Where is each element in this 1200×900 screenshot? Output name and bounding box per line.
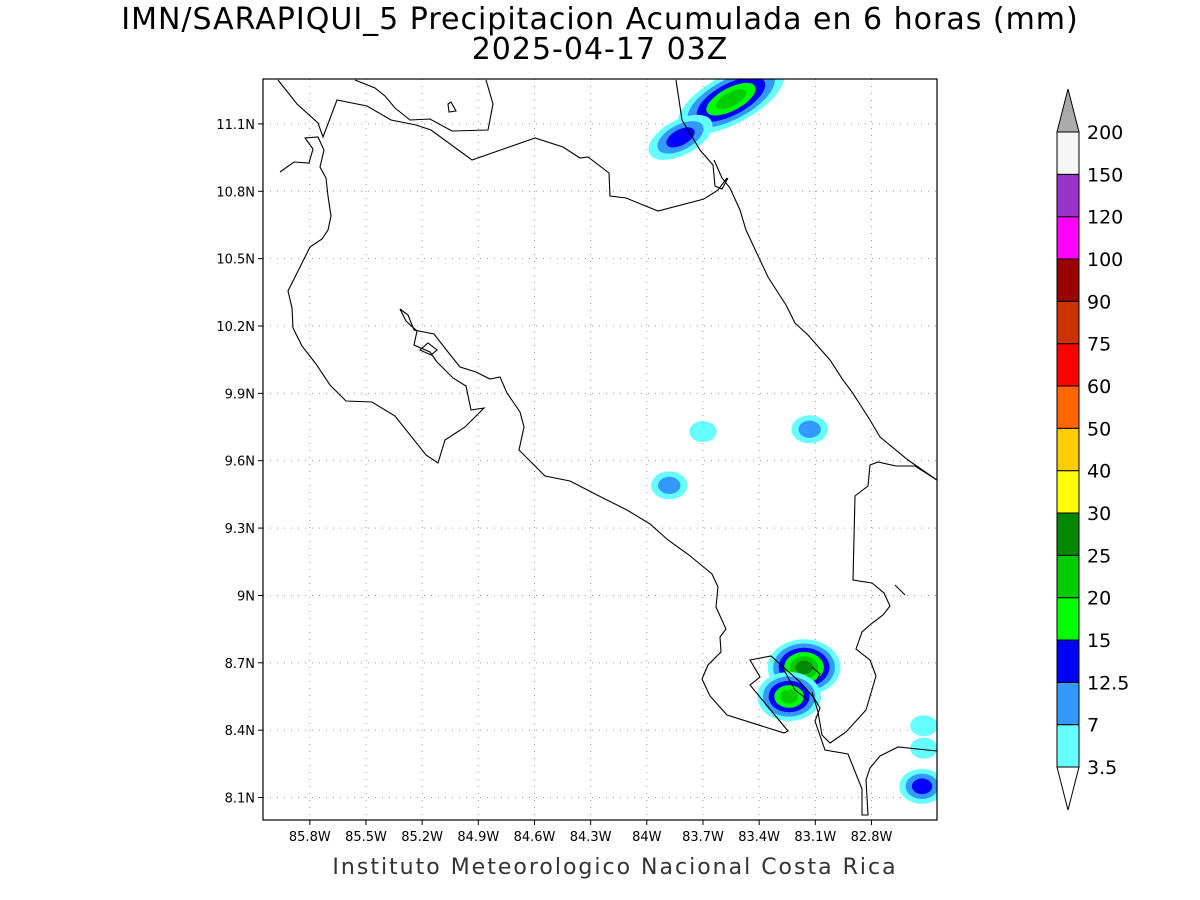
rain-cell bbox=[689, 421, 717, 443]
colorbar-swatch bbox=[1056, 258, 1080, 302]
x-tick-label: 85.8W bbox=[289, 830, 331, 845]
x-tick-label: 83.7W bbox=[682, 830, 724, 845]
coastline-borders bbox=[277, 79, 937, 816]
colorbar-swatch bbox=[1056, 681, 1080, 726]
colorbar-swatch bbox=[1056, 597, 1080, 641]
colorbar-swatch bbox=[1056, 512, 1080, 556]
rain-cell bbox=[648, 114, 713, 160]
rain-contour bbox=[658, 476, 681, 495]
x-tick-label: 84W bbox=[632, 830, 662, 845]
rain-cell bbox=[651, 471, 688, 500]
y-tick-label: 10.2N bbox=[216, 320, 255, 335]
y-tick-label: 10.8N bbox=[216, 185, 255, 200]
map-frame bbox=[262, 78, 938, 821]
rain-contour bbox=[798, 420, 821, 438]
rain-cell bbox=[791, 415, 828, 444]
y-tick-label: 9N bbox=[237, 589, 255, 604]
colorbar-label: 7 bbox=[1087, 715, 1099, 737]
x-tick-label: 84.9W bbox=[457, 830, 499, 845]
map-axis-ticks: 85.8W 85.5W 85.2W 84.9W 84.6W 84.3W 84W 83.7W 83… bbox=[216, 118, 892, 845]
colorbar-swatch bbox=[1056, 300, 1080, 345]
colorbar-label: 30 bbox=[1087, 503, 1111, 525]
colorbar-label: 120 bbox=[1087, 207, 1123, 229]
colorbar-label: 20 bbox=[1087, 588, 1111, 610]
colorbar-label: 40 bbox=[1087, 461, 1111, 483]
rain-cell bbox=[757, 672, 821, 721]
y-tick-label: 9.3N bbox=[225, 522, 255, 537]
rain-cell bbox=[910, 715, 937, 737]
colorbar-label: 90 bbox=[1087, 291, 1111, 313]
colorbar-under-arrow bbox=[1056, 766, 1080, 811]
colorbar-label: 3.5 bbox=[1087, 757, 1117, 779]
colorbar-swatch bbox=[1056, 385, 1080, 429]
credit-line: Instituto Meteorologico Nacional Costa R… bbox=[332, 855, 898, 880]
colorbar-swatch bbox=[1056, 724, 1080, 768]
colorbar-swatch bbox=[1056, 173, 1080, 218]
colorbar-label: 60 bbox=[1087, 376, 1111, 398]
colorbar-label: 25 bbox=[1087, 545, 1111, 567]
colorbar-label: 150 bbox=[1087, 164, 1123, 186]
rain-cell bbox=[899, 768, 937, 804]
x-tick-label: 85.5W bbox=[345, 830, 387, 845]
rain-cells bbox=[648, 79, 937, 804]
colorbar-swatch bbox=[1056, 131, 1080, 175]
rain-contour bbox=[910, 737, 937, 759]
y-tick-label: 8.1N bbox=[225, 792, 255, 807]
y-tick-label: 9.6N bbox=[225, 455, 255, 470]
x-tick-label: 85.2W bbox=[401, 830, 443, 845]
colorbar-label: 200 bbox=[1087, 122, 1123, 144]
colorbar-swatch bbox=[1056, 554, 1080, 599]
rain-contour bbox=[715, 89, 747, 110]
colorbar-swatch bbox=[1056, 639, 1080, 683]
colorbar-over-arrow bbox=[1056, 88, 1080, 133]
x-tick-label: 84.6W bbox=[514, 830, 556, 845]
colorbar-label: 100 bbox=[1087, 249, 1123, 271]
map-plot-area bbox=[263, 79, 937, 820]
colorbar-label: 12.5 bbox=[1087, 672, 1129, 694]
colorbar-label: 15 bbox=[1087, 630, 1111, 652]
rain-cell bbox=[910, 737, 937, 759]
x-tick-label: 82.8W bbox=[851, 830, 893, 845]
colorbar-swatch bbox=[1056, 343, 1080, 387]
x-tick-label: 83.1W bbox=[794, 830, 836, 845]
colorbar-swatch bbox=[1056, 216, 1080, 260]
y-tick-label: 9.9N bbox=[225, 387, 255, 402]
chart-title: IMN/SARAPIQUI_5 Precipitacion Acumulada … bbox=[121, 2, 1079, 37]
map-gridlines bbox=[263, 79, 937, 820]
colorbar-swatch bbox=[1056, 427, 1080, 472]
rain-contour bbox=[795, 660, 813, 675]
x-tick-label: 83.4W bbox=[738, 830, 780, 845]
y-tick-label: 8.7N bbox=[225, 657, 255, 672]
rain-contour bbox=[666, 127, 695, 148]
colorbar-label: 50 bbox=[1087, 418, 1111, 440]
y-tick-label: 8.4N bbox=[225, 724, 255, 739]
rain-contour bbox=[779, 689, 799, 704]
rain-contour bbox=[911, 778, 933, 795]
chart-subtitle: 2025-04-17 03Z bbox=[471, 32, 729, 67]
y-tick-label: 11.1N bbox=[216, 118, 255, 133]
rain-contour bbox=[689, 421, 717, 443]
rain-contour bbox=[910, 715, 937, 737]
x-tick-label: 84.3W bbox=[570, 830, 612, 845]
colorbar: 3.5 7 12.5 15 20 25 30 40 50 60 75 90 100 120 150 200 bbox=[1056, 88, 1129, 811]
colorbar-label: 75 bbox=[1087, 334, 1111, 356]
colorbar-swatch bbox=[1056, 470, 1080, 514]
y-tick-label: 10.5N bbox=[216, 253, 255, 268]
